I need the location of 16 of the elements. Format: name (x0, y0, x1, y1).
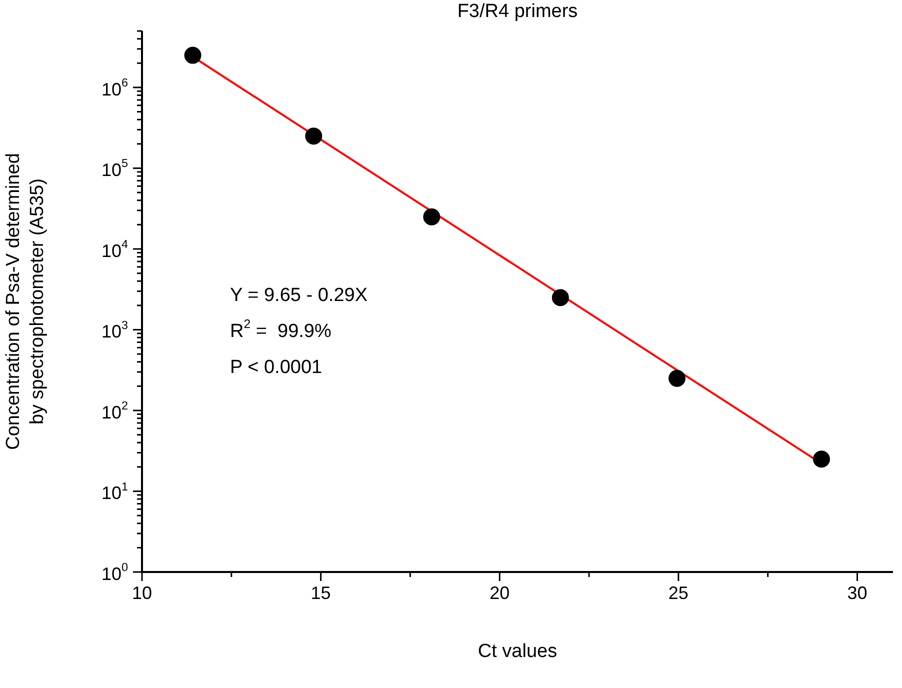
x-tick-label: 10 (132, 582, 152, 603)
point (423, 208, 440, 226)
annotation: P < 0.0001 (230, 357, 322, 378)
x-axis-title: Ct values (478, 641, 558, 662)
x-tick-label: 15 (310, 582, 331, 603)
x-tick-label: 20 (490, 582, 510, 603)
point (668, 370, 686, 387)
x-tick-label: 25 (668, 582, 688, 603)
x-tick-label: 30 (847, 582, 868, 603)
y-axis-title: Concentration of Psa-V determined by spectrophotometer (A535) (3, 153, 48, 450)
point (305, 128, 322, 145)
annotation: Y = 9.65 - 0.29X (230, 285, 368, 306)
point (184, 46, 202, 64)
point (552, 289, 569, 306)
chart-title: F3/R4 primers (457, 1, 578, 22)
point (812, 450, 830, 468)
